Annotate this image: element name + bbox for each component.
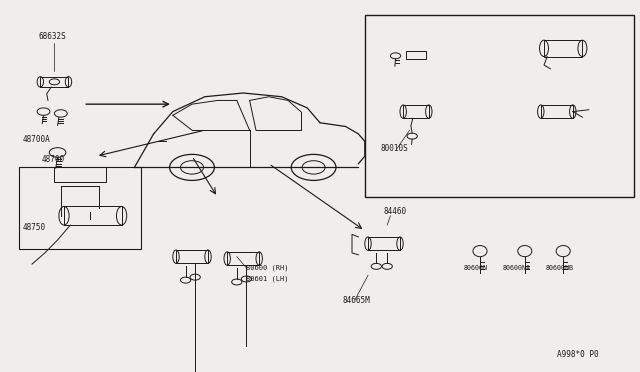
Bar <box>227 252 259 265</box>
Text: 80600 (RH): 80600 (RH) <box>246 265 289 271</box>
Text: 48700: 48700 <box>42 155 65 164</box>
Text: 80010S: 80010S <box>381 144 408 153</box>
Text: 48700A: 48700A <box>22 135 50 144</box>
Bar <box>365 15 634 197</box>
Bar <box>368 237 400 250</box>
Bar <box>176 250 208 263</box>
Bar <box>54 167 106 182</box>
Text: 80600NA: 80600NA <box>502 265 531 271</box>
Text: 84460: 84460 <box>384 207 407 216</box>
Text: A998*0 P0: A998*0 P0 <box>557 350 598 359</box>
Text: 48750: 48750 <box>22 223 45 232</box>
Bar <box>541 105 573 118</box>
Bar <box>403 105 429 118</box>
Bar <box>406 51 426 59</box>
Text: 84665M: 84665M <box>342 296 370 305</box>
Text: 68632S: 68632S <box>38 32 66 41</box>
Text: 80600N: 80600N <box>464 265 488 271</box>
Bar <box>40 77 68 87</box>
Bar <box>64 206 122 225</box>
Text: 80601 (LH): 80601 (LH) <box>246 276 289 282</box>
Bar <box>544 40 582 57</box>
Bar <box>19 167 141 249</box>
Text: 80600NB: 80600NB <box>545 265 573 271</box>
